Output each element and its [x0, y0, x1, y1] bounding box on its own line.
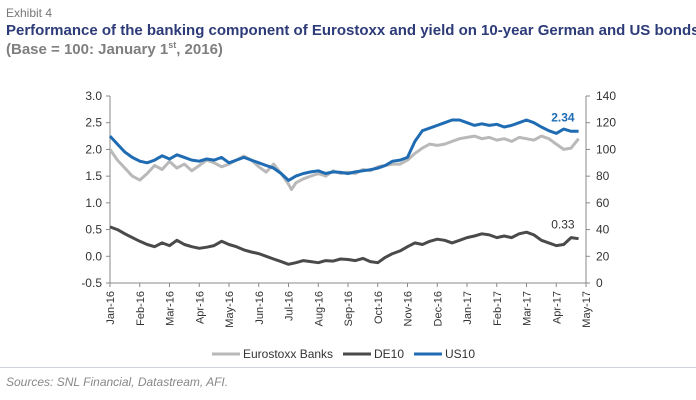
y-left-tick-label: 1.5 — [85, 169, 102, 183]
x-tick-label: Nov-16 — [403, 291, 415, 326]
y-right-tick-label: 60 — [596, 196, 610, 210]
y-left-tick-label: -0.5 — [81, 276, 102, 290]
x-tick-label: Mar-17 — [522, 291, 534, 326]
x-tick-label: Feb-17 — [492, 291, 504, 326]
legend-label: DE10 — [374, 347, 404, 361]
annotation-de10: 0.33 — [551, 218, 575, 232]
y-left-tick-label: 3.0 — [85, 89, 102, 103]
y-right-tick-label: 100 — [596, 142, 616, 156]
y-left-tick-label: 1.0 — [85, 196, 102, 210]
series-eurostoxx-banks — [108, 134, 580, 191]
source-note: Sources: SNL Financial, Datastream, AFI. — [6, 375, 229, 389]
x-tick-label: Jan-16 — [105, 291, 117, 325]
y-right-tick-label: 140 — [596, 89, 616, 103]
legend-label: Eurostoxx Banks — [243, 347, 333, 361]
subtitle-post: , 2016) — [176, 41, 223, 58]
subtitle-pre: (Base = 100: January 1 — [6, 41, 169, 58]
y-left-tick-label: 2.5 — [85, 116, 102, 130]
y-right-tick-label: 80 — [596, 169, 610, 183]
y-right-tick-label: 0 — [596, 276, 603, 290]
y-left-tick-label: 0.0 — [85, 249, 102, 263]
x-tick-label: Jul-16 — [284, 291, 296, 321]
x-tick-label: Mar-16 — [165, 291, 177, 326]
x-tick-label: Sep-16 — [343, 291, 355, 326]
y-right-tick-label: 20 — [596, 249, 610, 263]
x-tick-label: Aug-16 — [313, 291, 325, 326]
series-us10 — [108, 118, 579, 182]
x-tick-label: May-16 — [224, 291, 236, 328]
x-tick-label: May-17 — [581, 291, 593, 328]
y-left-tick-label: 2.0 — [85, 142, 102, 156]
legend-label: US10 — [445, 347, 475, 361]
y-right-tick-label: 120 — [596, 116, 616, 130]
x-tick-label: Apr-16 — [194, 291, 206, 324]
y-left-tick-label: 0.5 — [85, 223, 102, 237]
exhibit-label: Exhibit 4 — [6, 6, 53, 20]
y-right-tick-label: 40 — [596, 223, 610, 237]
x-tick-label: Dec-16 — [432, 291, 444, 326]
chart-title: Performance of the banking component of … — [6, 22, 696, 39]
annotation-us10: 2.34 — [551, 110, 575, 124]
footer-divider — [0, 367, 696, 368]
line-chart: -0.5 0.0 0.5 1.0 1.5 2.0 2.5 3.0 0 20 40 60 80 100 120… — [81, 89, 616, 361]
x-tick-label: Jan-17 — [462, 291, 474, 325]
subtitle-sup: st — [168, 40, 177, 50]
x-tick-label: Apr-17 — [551, 291, 563, 324]
chart-subtitle: (Base = 100: January 1st, 2016) — [6, 40, 223, 58]
series-de10 — [109, 225, 579, 266]
x-tick-label: Feb-16 — [135, 291, 147, 326]
x-tick-label: Jun-16 — [254, 291, 266, 325]
x-tick-label: Oct-16 — [373, 291, 385, 324]
